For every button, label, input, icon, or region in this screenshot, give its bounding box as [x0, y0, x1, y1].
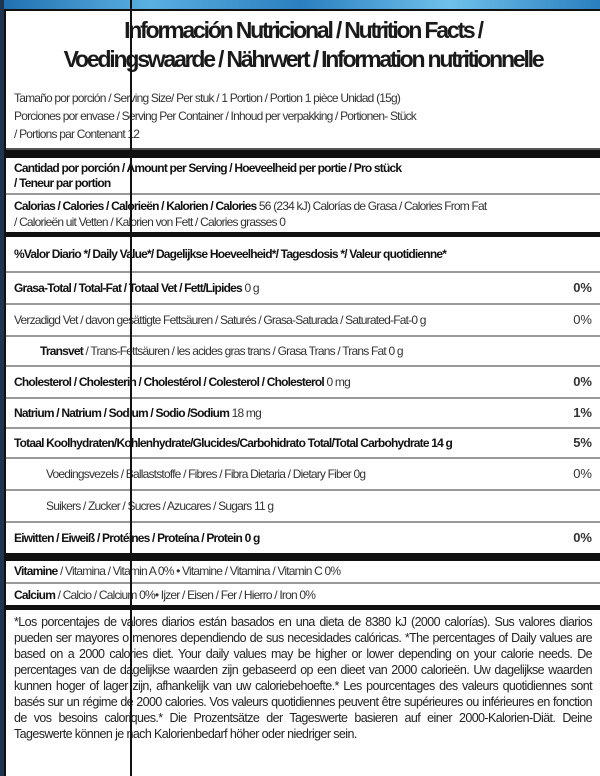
- calories-row: Calorias / Calories / Calorieën / Kalori…: [14, 199, 487, 213]
- daily-value-header: %Valor Diario */ Daily Value*/ Dagelijks…: [14, 247, 447, 261]
- nutrient-row-cholesterol: Cholesterol / Cholesterin / Cholestérol …: [14, 374, 592, 389]
- background-left: [0, 0, 4, 776]
- vitamins-row: Vitamine / Vitamina / Vitamin A 0% • Vit…: [14, 564, 341, 578]
- nutrient-row-sugars: Suikers / Zucker / Sucres / Azucares / S…: [46, 499, 274, 513]
- background-top: [0, 0, 600, 10]
- amount-per-serving: Cantidad por porción / Amount per Servin…: [14, 161, 402, 175]
- nutrient-row-trans-fat: Transvet / Trans-Fettsäuren / les acides…: [40, 344, 404, 358]
- nutrient-row-saturated-fat: Verzadigd Vet / davon gesättigte Fettsäu…: [14, 312, 592, 327]
- nutrient-row-carbohydrate: Totaal Koolhydraten/Kohlenhydrate/Glucid…: [14, 435, 592, 450]
- servings-per-container: Porciones por envase / Serving Per Conta…: [14, 109, 417, 123]
- divider: [6, 150, 600, 158]
- divider: [6, 605, 600, 610]
- divider: [6, 553, 600, 561]
- title-line-2: Voedingswaarde / Nährwert / Information …: [63, 46, 545, 72]
- nutrient-row-fiber: Voedingsvezels / Ballaststoffe / Fibres …: [46, 466, 592, 481]
- nutrient-row-total-fat: Grasa-Total / Total-Fat / Totaal Vet / F…: [14, 280, 592, 295]
- title-line-1: Información Nutricional / Nutrition Fact…: [124, 17, 484, 43]
- calories-from-fat: / Calorieën uit Vetten / Kalorien von Fe…: [14, 215, 286, 229]
- nutrient-row-protein: Eiwitten / Eiweiß / Protéines / Proteína…: [14, 530, 592, 545]
- serving-size: Tamaño por porción / Serving Size/ Per s…: [14, 91, 401, 105]
- minerals-row: Calcium / Calcio / Calcium 0%• Ijzer / E…: [14, 588, 316, 602]
- footnote: *Los porcentajes de valores diarios está…: [14, 615, 593, 741]
- servings-per-container-2: / Portions par Contenant 12: [14, 127, 140, 141]
- amount-per-serving-2: / Teneur par portion: [14, 176, 111, 190]
- nutrient-row-sodium: Natrium / Natrium / Sodium / Sodio /Sodi…: [14, 405, 592, 420]
- divider: [6, 232, 600, 237]
- vertical-line: [130, 0, 132, 776]
- nutrition-label: Información Nutricional / Nutrition Fact…: [4, 9, 600, 776]
